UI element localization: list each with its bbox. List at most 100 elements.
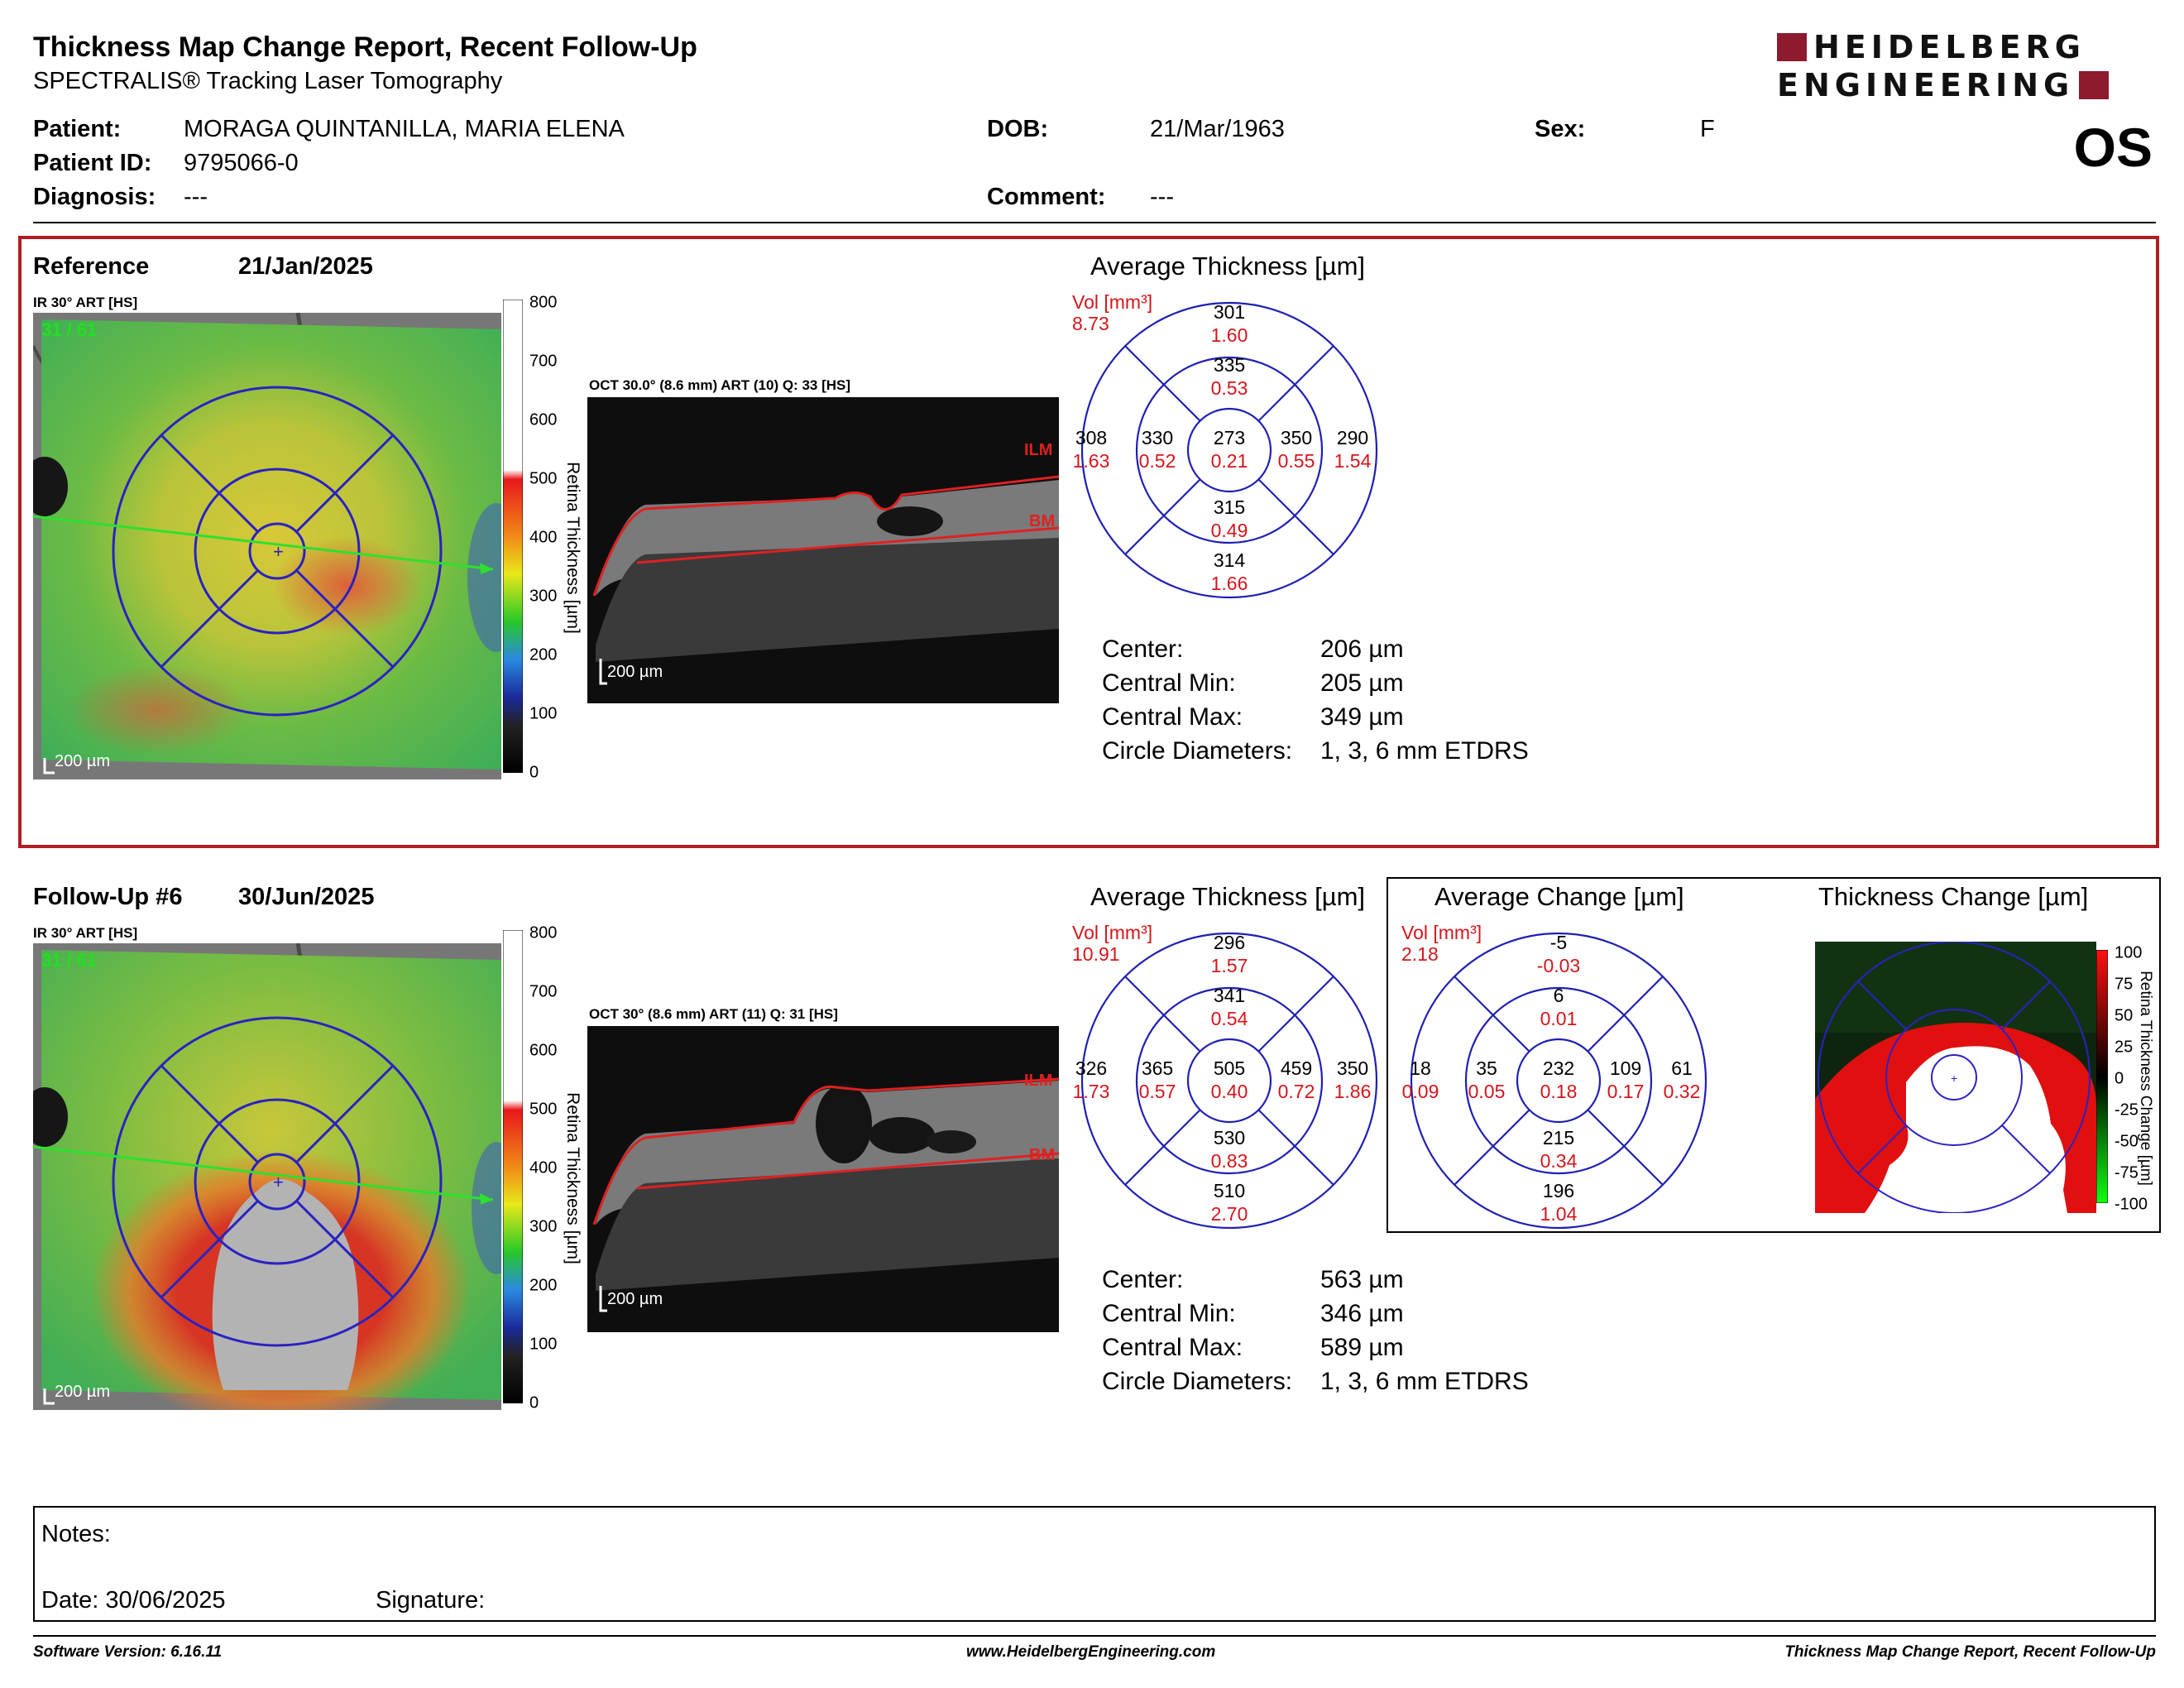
followup-inner-temp-thickness: 365 <box>1141 1057 1174 1079</box>
reference-outer-inf-volume: 1.66 <box>1210 573 1248 594</box>
colorbar-tick: 100 <box>529 704 558 723</box>
change-inner-nas-thickness: 109 <box>1609 1057 1642 1079</box>
followup-oct-label: OCT 30° (8.6 mm) ART (11) Q: 31 [HS] <box>589 1006 838 1022</box>
header-divider <box>33 222 2156 223</box>
reference-etdrs-grid <box>1072 291 1403 606</box>
reference-label: Reference <box>33 253 150 280</box>
followup-inner-nas-volume: 0.72 <box>1277 1081 1315 1102</box>
reference-outer-nas-volume: 1.54 <box>1334 450 1372 472</box>
reference-bm-label: BM <box>1029 512 1055 530</box>
change-colorbar-tick: -75 <box>2115 1163 2138 1182</box>
patient-label: Patient: <box>33 116 122 142</box>
followup-center-value: 563 µm <box>1320 1266 1404 1293</box>
change-map-title: Thickness Change [µm] <box>1818 882 2089 911</box>
followup-vol-label: Vol [mm³] <box>1072 922 1153 943</box>
change-etdrs-grid <box>1401 922 1732 1236</box>
logo-line1: HEIDELBERG <box>1813 29 2086 65</box>
colorbar-tick: 400 <box>529 528 558 547</box>
reference-scan-counter: 31 / 61 <box>41 319 97 340</box>
report-subtitle: SPECTRALIS® Tracking Laser Tomography <box>33 68 503 94</box>
reference-min-label: Central Min: <box>1102 669 1236 697</box>
change-inner-temp-thickness: 35 <box>1476 1057 1497 1079</box>
colorbar-tick: 600 <box>529 1041 558 1060</box>
colorbar-tick: 500 <box>529 469 558 488</box>
followup-inner-inf-volume: 0.83 <box>1210 1150 1248 1172</box>
change-center-thickness: 232 <box>1542 1057 1575 1079</box>
followup-max-label: Central Max: <box>1102 1334 1243 1361</box>
change-inner-temp-volume: 0.05 <box>1468 1081 1506 1102</box>
colorbar-tick: 200 <box>529 645 558 664</box>
reference-outer-temp-volume: 1.63 <box>1072 450 1110 472</box>
colorbar-tick: 700 <box>529 982 558 1001</box>
followup-inner-sup-volume: 0.54 <box>1210 1008 1248 1029</box>
reference-avg-title: Average Thickness [µm] <box>1090 252 1366 281</box>
change-outer-nas-volume: 0.32 <box>1663 1081 1701 1102</box>
notes-date: Date: 30/06/2025 <box>41 1587 226 1614</box>
colorbar-tick: 100 <box>529 1335 558 1354</box>
reference-map-scale: 200 µm <box>55 752 110 770</box>
followup-diam-value: 1, 3, 6 mm ETDRS <box>1320 1368 1529 1395</box>
followup-map-scale: 200 µm <box>55 1383 110 1401</box>
followup-center-volume: 0.40 <box>1210 1081 1248 1102</box>
change-etdrs-values: Vol [mm³] 2.18 -5 -0.03 6 0.01 18 0.09 3… <box>1401 922 1732 1236</box>
logo-line2: ENGINEERING <box>1777 67 2075 103</box>
colorbar-tick: 0 <box>529 1393 539 1412</box>
followup-max-value: 589 µm <box>1320 1334 1404 1361</box>
followup-colorbar <box>502 929 524 1404</box>
reference-date: 21/Jan/2025 <box>238 253 373 280</box>
change-inner-inf-volume: 0.34 <box>1540 1150 1578 1172</box>
followup-oct-scale: 200 µm <box>607 1290 663 1308</box>
change-panel <box>1387 877 2161 1233</box>
report-title: Thickness Map Change Report, Recent Foll… <box>33 31 697 63</box>
reference-outer-sup-thickness: 301 <box>1213 301 1246 323</box>
colorbar-tick: 800 <box>529 293 558 312</box>
reference-center-label: Center: <box>1102 635 1184 663</box>
notes-box[interactable] <box>33 1506 2156 1622</box>
reference-center-thickness: 273 <box>1213 427 1246 448</box>
change-vol-total: 2.18 <box>1401 943 1439 965</box>
change-center-volume: 0.18 <box>1540 1081 1578 1102</box>
reference-outer-sup-volume: 1.60 <box>1210 324 1248 346</box>
followup-vol-total: 10.91 <box>1072 943 1120 965</box>
change-colorbar-tick: -25 <box>2115 1101 2138 1120</box>
reference-inner-sup-thickness: 335 <box>1213 354 1246 376</box>
patient-id-value: 9795066-0 <box>184 150 299 176</box>
reference-oct-label: OCT 30.0° (8.6 mm) ART (10) Q: 33 [HS] <box>589 377 851 393</box>
heidelberg-logo: HEIDELBERG ENGINEERING <box>1777 31 2158 103</box>
followup-diam-label: Circle Diameters: <box>1102 1368 1293 1395</box>
followup-outer-temp-volume: 1.73 <box>1072 1081 1110 1102</box>
change-colorbar-tick: 0 <box>2115 1069 2124 1088</box>
reference-inner-temp-thickness: 330 <box>1141 427 1174 448</box>
change-map-fovea-cross-icon: + <box>1951 1072 1957 1085</box>
reference-outer-nas-thickness: 290 <box>1336 427 1369 448</box>
footer-software-version: Software Version: 6.16.11 <box>33 1643 223 1661</box>
followup-center-thickness: 505 <box>1213 1057 1246 1079</box>
followup-colorbar-ticks: 800 700 600 500 400 300 200 100 0 <box>529 924 563 1412</box>
colorbar-tick: 700 <box>529 352 558 371</box>
colorbar-tick: 500 <box>529 1100 558 1119</box>
reference-center-value: 206 µm <box>1320 635 1404 663</box>
reference-inner-temp-volume: 0.52 <box>1138 450 1176 472</box>
colorbar-tick: 200 <box>529 1276 558 1295</box>
followup-scan-counter: 31 / 61 <box>41 950 97 971</box>
followup-label: Follow-Up #6 <box>33 884 183 910</box>
footer-website-link[interactable]: www.HeidelbergEngineering.com <box>966 1643 1216 1661</box>
comment-value: --- <box>1150 184 1174 210</box>
diagnosis-value: --- <box>184 184 208 210</box>
change-avg-title: Average Change [µm] <box>1434 882 1684 911</box>
colorbar-tick: 300 <box>529 587 558 606</box>
followup-date: 30/Jun/2025 <box>238 884 375 910</box>
change-outer-nas-thickness: 61 <box>1671 1057 1693 1079</box>
reference-min-value: 205 µm <box>1320 669 1404 697</box>
reference-ir-label: IR 30° ART [HS] <box>33 295 138 310</box>
thickness-change-map: + <box>1815 942 2096 1213</box>
reference-inner-nas-thickness: 350 <box>1280 427 1313 448</box>
reference-fovea-cross-icon: + <box>273 541 284 562</box>
followup-etdrs-grid <box>1072 922 1403 1236</box>
patient-name: MORAGA QUINTANILLA, MARIA ELENA <box>184 116 625 142</box>
reference-outer-inf-thickness: 314 <box>1213 549 1246 571</box>
colorbar-tick: 0 <box>529 763 539 782</box>
change-vol-label: Vol [mm³] <box>1401 922 1482 943</box>
followup-outer-nas-thickness: 350 <box>1336 1057 1369 1079</box>
change-colorbar-tick: 25 <box>2115 1038 2134 1057</box>
